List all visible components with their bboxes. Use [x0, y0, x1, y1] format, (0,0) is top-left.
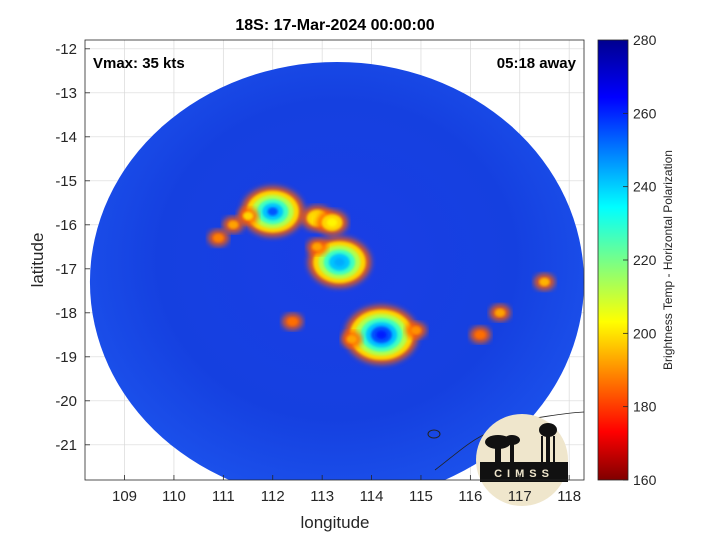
x-tick-label: 117 — [508, 488, 532, 505]
y-tick-label: -12 — [55, 41, 77, 58]
cold-feature — [469, 326, 491, 344]
colorbar-ticks: 160 180 200 220 240 260 280 — [623, 32, 657, 488]
colorbar-tick-label: 180 — [633, 399, 657, 415]
logo-silhouette-icon — [480, 423, 568, 482]
x-tick-label: 112 — [261, 488, 285, 505]
colorbar-tick-label: 160 — [633, 472, 657, 488]
cold-feature-layer — [242, 211, 254, 221]
time-offset-annotation: 05:18 away — [497, 55, 577, 72]
plot-border — [84, 39, 585, 481]
cold-feature-layer — [474, 330, 486, 339]
cold-feature — [207, 229, 229, 247]
colorbar-tick-label: 280 — [633, 32, 657, 48]
colorbar-tick-label: 200 — [633, 325, 657, 341]
cold-feature-layer — [227, 220, 239, 229]
logo-text: CIMSS — [494, 468, 554, 480]
cold-feature-layer — [376, 330, 387, 339]
x-tick-label: 115 — [409, 488, 433, 505]
cold-feature — [489, 304, 511, 322]
cold-feature — [241, 186, 305, 237]
cold-feature-layer — [334, 258, 345, 267]
vmax-annotation: Vmax: 35 kts — [93, 55, 185, 72]
x-tick-label: 111 — [212, 488, 235, 505]
x-axis-ticks: 109 110 111 112 113 114 115 116 117 118 — [112, 475, 581, 505]
y-axis-ticks: -12 -13 -14 -15 -16 -17 -18 -19 -20 -21 — [55, 41, 90, 454]
y-tick-label: -18 — [55, 305, 77, 322]
cold-feature — [306, 238, 328, 256]
colorbar-tick-label: 260 — [633, 105, 657, 121]
cold-feature-layer — [326, 218, 338, 227]
x-tick-label: 114 — [360, 488, 384, 505]
y-axis-label: latitude — [28, 233, 47, 288]
y-tick-label: -21 — [55, 437, 77, 454]
cimss-logo: CIMSS — [476, 414, 568, 506]
x-tick-label: 113 — [310, 488, 334, 505]
cold-feature — [237, 207, 259, 225]
y-tick-label: -16 — [55, 217, 77, 234]
cold-feature-layer — [539, 277, 550, 287]
cold-feature — [405, 322, 427, 339]
x-axis-label: longitude — [300, 513, 369, 532]
colorbar-tick-label: 220 — [633, 252, 657, 268]
chart-title: 18S: 17-Mar-2024 00:00:00 — [235, 17, 434, 34]
colorbar-tick-label: 240 — [633, 179, 657, 195]
y-tick-label: -13 — [55, 85, 77, 102]
cold-feature-layer — [267, 207, 278, 216]
cold-cloud-features — [207, 186, 555, 365]
y-tick-label: -19 — [55, 349, 77, 366]
island-outline — [427, 429, 441, 439]
cold-feature-layer — [494, 308, 506, 317]
cold-feature-layer — [311, 242, 323, 251]
y-tick-label: -14 — [55, 129, 77, 146]
cold-feature — [316, 210, 348, 236]
cold-feature-layer — [213, 233, 224, 243]
cold-feature-layer — [410, 326, 422, 335]
y-tick-label: -15 — [55, 173, 77, 190]
x-tick-label: 109 — [112, 488, 137, 505]
cold-feature — [344, 305, 419, 365]
x-tick-label: 116 — [458, 488, 482, 505]
cold-feature — [282, 313, 304, 330]
cold-feature — [533, 273, 555, 291]
cold-feature — [222, 216, 244, 234]
x-tick-label: 118 — [557, 488, 581, 505]
x-tick-label: 110 — [162, 488, 186, 505]
colorbar-label: Brightness Temp - Horizontal Polarizatio… — [661, 150, 675, 370]
cold-feature — [341, 330, 363, 348]
y-tick-label: -20 — [55, 393, 77, 410]
y-tick-label: -17 — [55, 261, 77, 278]
cold-feature-layer — [346, 335, 358, 344]
cold-feature-layer — [287, 317, 298, 326]
